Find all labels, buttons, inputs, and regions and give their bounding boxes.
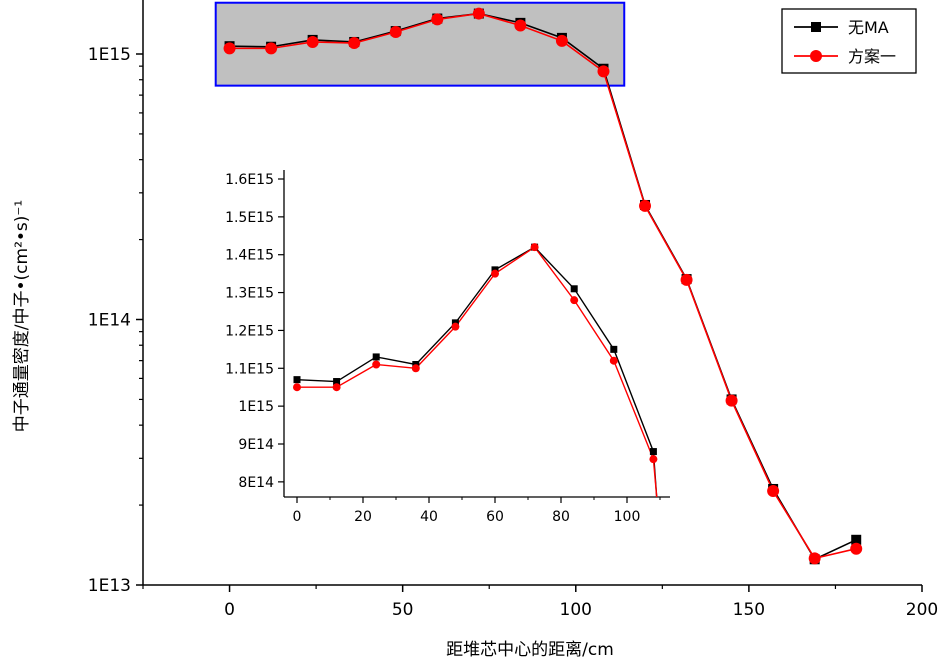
inset-y-tick-label: 9E14: [238, 437, 274, 453]
inset-data-point-circle: [609, 356, 618, 365]
series-line: [229, 12, 857, 561]
y-axis-title: 中子通量密度/中子•(cm²•s)⁻¹: [12, 200, 32, 432]
data-point-circle: [472, 7, 485, 20]
x-tick-label: 0: [224, 600, 235, 620]
inset-x-tick-label: 60: [486, 509, 504, 525]
inset-series-line: [296, 246, 658, 498]
legend-marker-square: [811, 22, 821, 32]
inset-y-tick-label: 1.2E15: [225, 323, 274, 339]
y-tick-label: 1E14: [88, 311, 131, 331]
inset-x-tick-label: 20: [354, 509, 372, 525]
main-plot-area: [223, 7, 863, 565]
legend-label: 方案一: [848, 47, 896, 66]
x-tick-label: 200: [906, 600, 938, 620]
data-point-circle: [431, 13, 444, 26]
inset-data-point-square: [649, 448, 657, 456]
inset-data-point-circle: [491, 269, 499, 278]
legend-box: [781, 8, 917, 74]
x-axis-title: 距堆芯中心的距离/cm: [446, 640, 614, 660]
data-point-circle: [555, 34, 568, 47]
inset-data-point-circle: [411, 364, 420, 373]
legend: 无MA 方案一: [781, 8, 917, 74]
inset-chart: 0 20 40 60 80 100 8E14 9E14 1E15 1.1E15 1.2E15 1.3E…: [225, 170, 670, 525]
y-tick-label: 1E13: [88, 576, 131, 596]
data-point-square: [851, 534, 862, 545]
inset-data-point-square: [570, 285, 578, 293]
series-line: [229, 12, 857, 560]
x-tick-label: 50: [392, 600, 414, 620]
data-point-circle: [680, 273, 693, 286]
inset-data-point-circle: [530, 243, 539, 252]
x-tick-label: 150: [733, 600, 765, 620]
inset-data-point-square: [293, 376, 301, 384]
inset-data-point-circle: [293, 383, 301, 392]
x-tick-label: 100: [560, 600, 592, 620]
inset-y-tick-label: 1.3E15: [225, 286, 274, 302]
inset-y-tick-label: 1.1E15: [225, 361, 274, 377]
inset-y-tick-label: 1.5E15: [225, 210, 274, 226]
inset-x-tick-label: 0: [293, 509, 302, 525]
inset-y-tick-label: 1.6E15: [225, 172, 274, 188]
inset-data-point-square: [333, 378, 341, 386]
data-point-circle: [306, 35, 319, 48]
inset-data-point-circle: [451, 322, 460, 331]
inset-data-point-circle: [332, 383, 341, 392]
legend-label: 无MA: [848, 18, 889, 37]
data-point-circle: [597, 65, 610, 78]
data-point-circle: [389, 26, 402, 39]
inset-y-tick-label: 8E14: [238, 475, 274, 491]
legend-marker-circle: [810, 50, 822, 62]
inset-data-point-circle: [649, 455, 658, 464]
data-point-circle: [850, 542, 863, 555]
data-point-circle: [767, 484, 780, 497]
inset-y-tick-label: 1.4E15: [225, 248, 274, 264]
inset-y-tick-label: 1E15: [238, 399, 274, 415]
inset-x-tick-label: 100: [614, 509, 641, 525]
inset-data-point-square: [610, 345, 618, 353]
data-point-circle: [223, 42, 236, 55]
data-point-circle: [265, 42, 278, 55]
inset-data-point-circle: [570, 296, 579, 305]
data-point-circle: [725, 394, 738, 407]
inset-data-point-square: [372, 353, 380, 361]
y-tick-label: 1E15: [88, 45, 131, 65]
data-point-circle: [808, 552, 821, 565]
data-point-circle: [514, 19, 527, 32]
inset-data-point-circle: [372, 360, 381, 369]
inset-x-tick-label: 80: [552, 509, 570, 525]
data-point-circle: [348, 37, 361, 50]
data-point-circle: [639, 199, 652, 212]
inset-x-tick-label: 40: [420, 509, 438, 525]
